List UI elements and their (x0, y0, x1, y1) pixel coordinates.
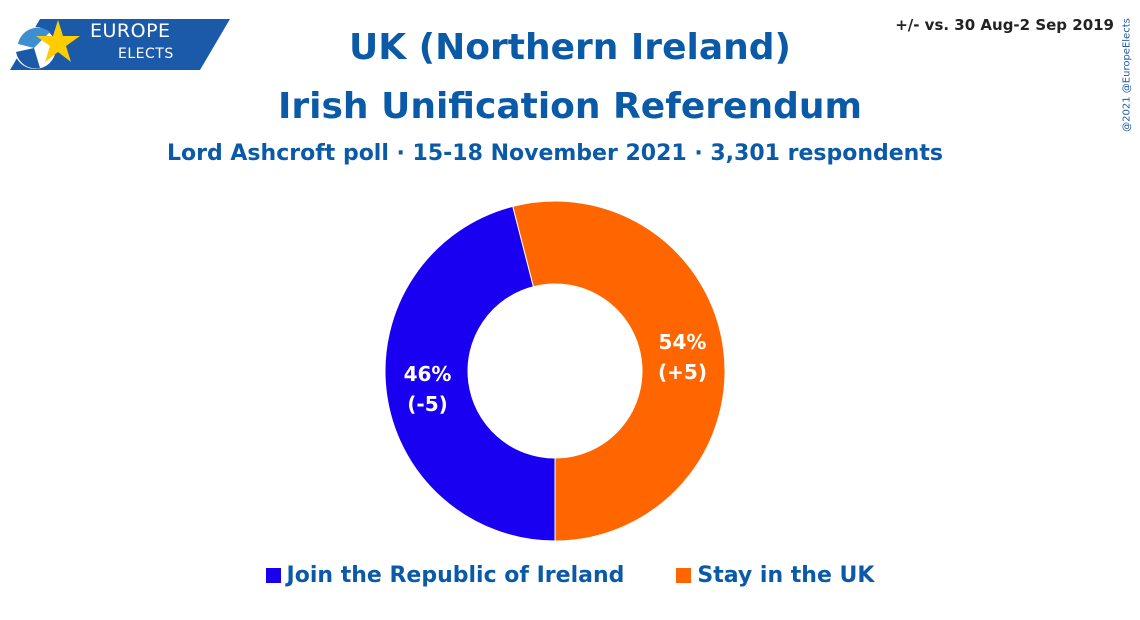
chart-subtitle: Lord Ashcroft poll · 15-18 November 2021… (167, 141, 943, 166)
chart-title: UK (Northern Ireland) (349, 27, 791, 68)
legend-swatch-join (265, 568, 281, 583)
legend: Join the Republic of Ireland Stay in the… (0, 563, 1140, 588)
donut-svg: 54% (+5) 46% (-5) (384, 200, 726, 542)
legend-swatch-stay (676, 568, 692, 583)
legend-label-join: Join the Republic of Ireland (286, 563, 625, 588)
donut-slice-stay (512, 200, 726, 542)
data-label-value-stay: 54% (659, 330, 707, 354)
logo-text-europe: EUROPE (90, 20, 171, 42)
comparison-note: +/- vs. 30 Aug-2 Sep 2019 (895, 16, 1114, 34)
logo-graphic (10, 19, 230, 70)
legend-item-join: Join the Republic of Ireland (265, 563, 625, 588)
logo-text-elects: ELECTS (118, 46, 174, 62)
europe-elects-logo: EUROPE ELECTS (0, 14, 230, 74)
data-label-change-join: (-5) (407, 392, 448, 416)
chart-title-2: Irish Unification Referendum (278, 86, 862, 127)
donut-slice-join (384, 205, 556, 542)
donut-chart: 54% (+5) 46% (-5) (370, 186, 740, 560)
legend-label-stay: Stay in the UK (697, 563, 875, 588)
data-label-change-stay: (+5) (658, 360, 707, 384)
legend-item-stay: Stay in the UK (676, 563, 874, 588)
data-label-value-join: 46% (404, 362, 452, 386)
star-icon (36, 20, 80, 62)
